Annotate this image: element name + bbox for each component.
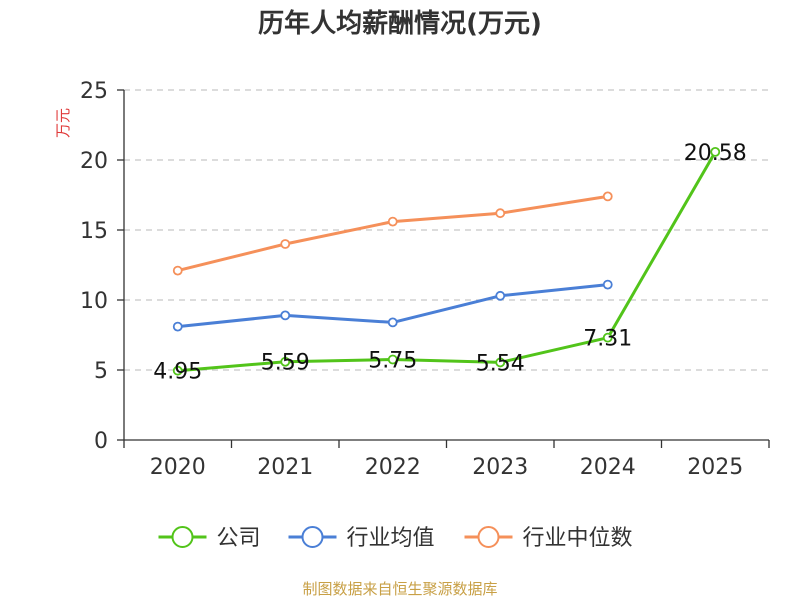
data-point — [710, 146, 721, 157]
data-point — [495, 357, 506, 368]
data-point — [280, 239, 291, 249]
data-label: 7.31 — [583, 327, 632, 352]
y-tick-label: 0 — [94, 429, 108, 454]
data-label: 20.58 — [684, 141, 747, 166]
data-point — [387, 354, 398, 365]
grid — [124, 89, 769, 371]
y-tick-label: 5 — [94, 359, 108, 384]
data-label: 4.95 — [153, 360, 202, 385]
y-tick-label: 10 — [80, 289, 108, 314]
series-line-0 — [176, 150, 717, 373]
legend-marker — [171, 526, 194, 548]
source-note: 制图数据来自恒生聚源数据库 — [302, 580, 497, 598]
data-point — [280, 356, 291, 367]
data-labels: 4.95 5.59 5.75 5.54 7.31 20.58 — [153, 141, 746, 385]
data-label: 5.54 — [476, 351, 525, 376]
data-point — [602, 191, 613, 202]
series-line-2 — [176, 194, 610, 273]
data-point — [172, 321, 183, 332]
data-point — [387, 317, 398, 328]
data-point — [387, 216, 398, 227]
legend-item-1[interactable]: 行业均值 — [288, 526, 435, 551]
legend-label: 行业中位数 — [523, 526, 633, 551]
y-tick-label: 25 — [80, 79, 108, 104]
y-axis-label: 万元 — [54, 108, 72, 138]
series — [172, 146, 721, 376]
legend-marker — [477, 526, 500, 548]
x-tick-label: 2020 — [150, 455, 206, 480]
data-point — [172, 365, 183, 376]
data-point — [495, 208, 506, 219]
data-label: 5.59 — [261, 351, 310, 376]
legend-marker — [301, 526, 324, 548]
x-tick-label: 2021 — [257, 455, 313, 480]
legend-label: 行业均值 — [347, 526, 435, 551]
x-tick-label: 2024 — [580, 455, 636, 480]
y-tick-label: 15 — [80, 219, 108, 244]
data-point — [495, 290, 506, 301]
data-point — [280, 310, 291, 321]
legend-item-2[interactable]: 行业中位数 — [464, 526, 633, 551]
y-tick-label: 20 — [80, 149, 108, 174]
x-tick-label: 2022 — [365, 455, 421, 480]
data-point — [602, 279, 613, 290]
data-point — [602, 332, 613, 343]
legend[interactable]: 公司 行业均值 行业中位数 — [158, 526, 633, 551]
x-tick-label: 2023 — [472, 455, 528, 480]
legend-item-0[interactable]: 公司 — [158, 526, 261, 551]
x-tick-label: 2025 — [687, 455, 743, 480]
legend-label: 公司 — [217, 526, 261, 551]
chart-title: 历年人均薪酬情况(万元) — [258, 8, 542, 39]
data-point — [172, 265, 183, 276]
data-label: 5.75 — [368, 349, 417, 374]
